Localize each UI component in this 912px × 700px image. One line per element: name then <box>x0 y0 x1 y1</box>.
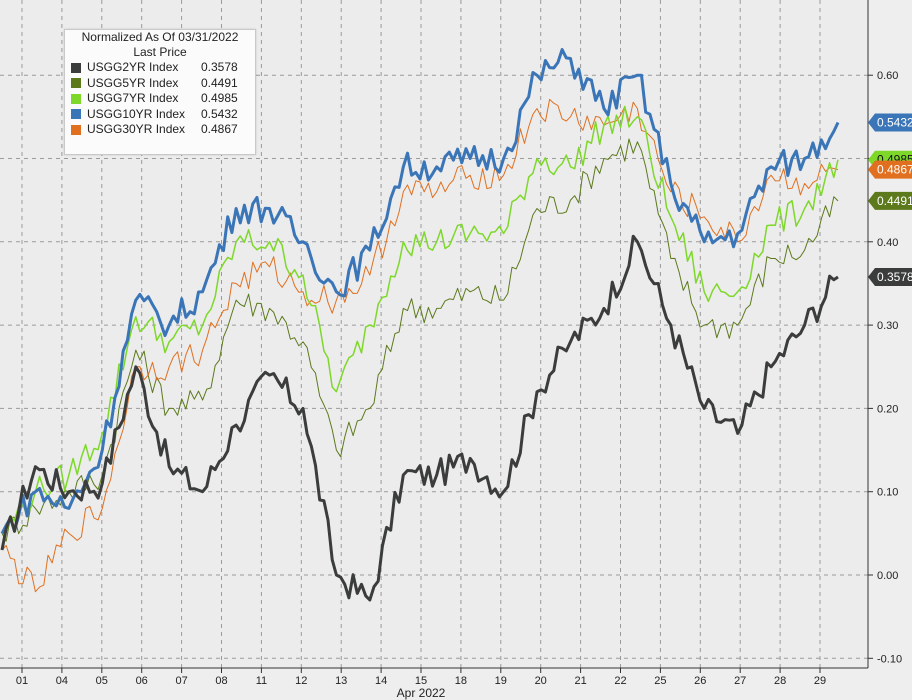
legend-series-name: USGG2YR Index <box>87 60 179 74</box>
last-price-tag: 0.4867 <box>868 160 912 179</box>
x-tick-label: 07 <box>175 675 187 687</box>
y-tick-label: 0.60 <box>877 70 898 82</box>
legend-swatch <box>71 124 81 135</box>
legend-title: Normalized As Of 03/31/2022 <box>81 30 239 44</box>
legend-series-name: USGG10YR Index <box>87 106 186 121</box>
legend-last-price: 0.4491 <box>201 75 238 90</box>
x-tick-label: 29 <box>814 675 826 687</box>
x-tick-label: 11 <box>256 675 267 687</box>
x-tick-label: 08 <box>215 675 227 687</box>
last-price-tag-text: 0.5432 <box>877 116 912 130</box>
last-price-tag-bg <box>868 113 912 132</box>
legend-swatch <box>71 62 81 73</box>
x-axis-band <box>0 668 912 700</box>
last-price-tag-text: 0.3578 <box>877 270 912 284</box>
x-tick-label: 21 <box>574 675 586 687</box>
legend-entry: USGG10YR Index 0.5432 <box>65 107 255 123</box>
x-tick-label: 19 <box>495 675 507 687</box>
legend-entry: USGG2YR Index 0.3578 <box>65 60 255 76</box>
y-tick-label: 0.40 <box>877 237 898 249</box>
x-tick-label: 26 <box>694 675 706 687</box>
legend-last-price: 0.5432 <box>201 106 238 121</box>
legend-swatch <box>71 93 81 104</box>
series-line-usgg2yr-index <box>0 234 839 602</box>
legend-entry: USGG30YR Index 0.4867 <box>65 122 255 138</box>
legend-series-name: USGG7YR Index <box>87 91 179 105</box>
x-tick-label: 22 <box>614 675 626 687</box>
last-price-tag-bg <box>868 160 912 179</box>
legend-last-price: 0.4867 <box>201 122 238 136</box>
x-tick-label: 06 <box>136 675 148 687</box>
last-price-tag-bg <box>868 191 912 210</box>
y-tick-label: 0.30 <box>877 320 898 332</box>
legend-series-name: USGG5YR Index <box>87 75 179 90</box>
legend-entry: USGG7YR Index 0.4985 <box>65 91 255 107</box>
series-line-usgg30yr-index <box>1 98 839 593</box>
x-tick-label: 14 <box>375 675 387 687</box>
y-tick-label: -0.10 <box>877 653 902 665</box>
series-line-usgg10yr-index <box>0 48 840 535</box>
y-tick-label: 0.20 <box>877 403 898 415</box>
last-price-tag-bg <box>868 267 912 286</box>
last-price-tag-text: 0.4491 <box>877 194 912 208</box>
x-tick-label: 15 <box>415 675 427 687</box>
x-tick-label: 28 <box>774 675 786 687</box>
last-price-tag-text: 0.4867 <box>877 163 912 177</box>
y-tick-label: 0.10 <box>877 487 898 499</box>
x-tick-label: 18 <box>455 675 467 687</box>
x-month-label: Apr 2022 <box>397 686 446 700</box>
series-line-usgg7yr-index <box>1 105 839 535</box>
legend-last-price: 0.3578 <box>201 60 238 74</box>
x-tick-label: 05 <box>96 675 108 687</box>
legend-entry: USGG5YR Index 0.4491 <box>65 76 255 92</box>
legend-series-name: USGG30YR Index <box>87 122 186 136</box>
legend-swatch <box>71 78 81 89</box>
last-price-tag: 0.4491 <box>868 191 912 210</box>
legend-subtitle: Last Price <box>133 45 187 59</box>
x-tick-label: 27 <box>734 675 746 687</box>
x-tick-label: 04 <box>56 675 68 687</box>
x-tick-label: 25 <box>654 675 666 687</box>
legend-swatch <box>71 109 81 120</box>
series-line-usgg5yr-index <box>1 138 839 542</box>
last-price-tag: 0.5432 <box>868 113 912 132</box>
x-tick-label: 01 <box>16 675 28 687</box>
x-tick-label: 12 <box>295 675 307 687</box>
y-tick-label: 0.00 <box>877 570 898 582</box>
x-tick-label: 13 <box>335 675 347 687</box>
chart-legend: Normalized As Of 03/31/2022 Last Price U… <box>64 29 256 155</box>
x-tick-label: 20 <box>535 675 547 687</box>
legend-last-price: 0.4985 <box>201 91 238 105</box>
last-price-tag: 0.3578 <box>868 267 912 286</box>
